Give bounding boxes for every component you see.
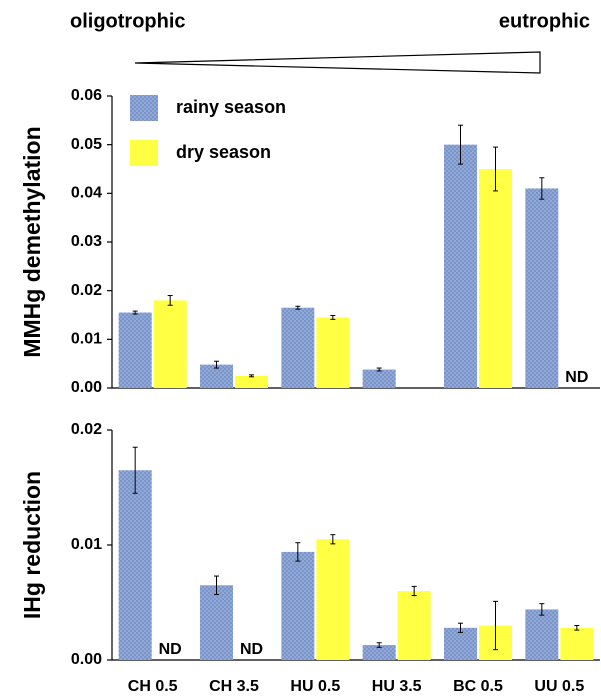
x-tick-label: HU 3.5 (372, 678, 422, 695)
header-left: oligotrophic (70, 10, 186, 32)
bar (200, 585, 233, 660)
error-bar (493, 600, 498, 651)
header-right: eutrophic (499, 10, 590, 32)
error-bar (411, 585, 417, 597)
bar (316, 539, 350, 660)
bar (525, 188, 559, 388)
error-bar (539, 603, 545, 616)
bar (397, 591, 431, 660)
bar (479, 169, 512, 388)
bar (281, 551, 315, 660)
legend-swatch (130, 95, 158, 121)
y-axis-label: MMHg demethylation (19, 126, 45, 357)
error-bar (539, 177, 545, 200)
error-bar (249, 374, 254, 378)
y-tick-label: 0.00 (71, 651, 102, 668)
bar (362, 645, 396, 660)
error-bar (330, 534, 336, 545)
error-bar (493, 146, 498, 192)
bar (525, 609, 559, 660)
bar (200, 364, 233, 388)
y-tick-label: 0.06 (71, 87, 102, 104)
bar (444, 627, 477, 660)
error-bar (330, 314, 336, 320)
error-bar (574, 625, 580, 631)
x-tick-label: CH 0.5 (128, 678, 178, 695)
y-tick-label: 0.04 (71, 185, 102, 202)
x-tick-label: CH 3.5 (209, 678, 259, 695)
bar (118, 470, 152, 660)
error-bar (458, 622, 463, 633)
bar (316, 317, 350, 388)
y-tick-label: 0.02 (71, 421, 102, 438)
error-bar (214, 360, 219, 369)
y-tick-label: 0.03 (71, 233, 102, 250)
bar (235, 375, 268, 388)
error-bar (376, 642, 382, 648)
legend-label: rainy season (176, 97, 286, 117)
error-bar (295, 542, 301, 562)
error-bar (295, 305, 301, 310)
error-bar (214, 575, 219, 595)
value-label: ND (240, 641, 263, 658)
legend-swatch (130, 140, 158, 166)
y-tick-label: 0.00 (71, 379, 102, 396)
bar (153, 300, 187, 388)
bar (118, 312, 152, 388)
error-bar (132, 310, 138, 315)
error-bar (376, 367, 382, 372)
y-tick-label: 0.02 (71, 282, 102, 299)
x-tick-label: BC 0.5 (453, 678, 503, 695)
y-tick-label: 0.05 (71, 136, 102, 153)
y-axis-label: IHg reduction (19, 471, 45, 619)
error-bar (167, 295, 173, 306)
bar (560, 627, 594, 660)
gradient-triangle (134, 51, 541, 74)
legend-label: dry season (176, 142, 271, 162)
error-bar (132, 446, 138, 494)
bar (362, 369, 396, 388)
y-tick-label: 0.01 (71, 331, 102, 348)
error-bar (458, 124, 463, 165)
value-label: ND (565, 369, 588, 386)
x-tick-label: UU 0.5 (534, 678, 584, 695)
bar (444, 144, 477, 388)
value-label: ND (159, 641, 182, 658)
x-tick-label: HU 0.5 (290, 678, 340, 695)
y-tick-label: 0.01 (71, 536, 102, 553)
bar (281, 307, 315, 388)
